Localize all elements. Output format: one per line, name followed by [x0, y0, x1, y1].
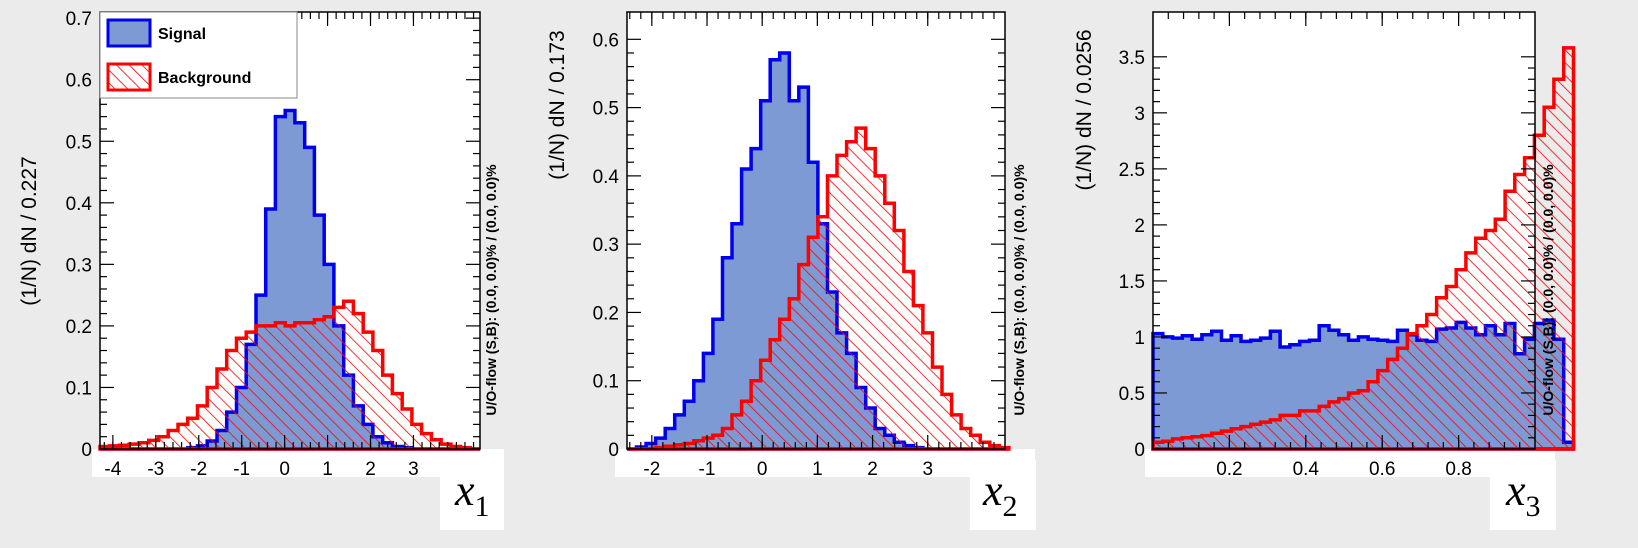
- y-tick-label: 0.2: [66, 317, 92, 338]
- x-axis-label-subscript: 3: [1526, 490, 1541, 523]
- y-tick-label: 0: [81, 440, 92, 461]
- y-tick-label: 0.6: [593, 30, 619, 51]
- x-axis-label-subscript: 2: [1003, 490, 1018, 523]
- x-axis-label-main: x: [982, 466, 1003, 515]
- y-tick-label: 3.5: [1119, 48, 1145, 69]
- y-tick-label: 0.5: [1119, 384, 1145, 405]
- x-label-box: [1490, 460, 1556, 530]
- series-layer: [627, 51, 1011, 451]
- x-axis-label: x1: [454, 466, 490, 523]
- x-label-box: [970, 460, 1036, 530]
- x-axis-label-main: x: [454, 466, 475, 515]
- x-tick-label: 0.2: [1216, 459, 1242, 480]
- x-tick-label: 0.4: [1293, 459, 1320, 480]
- x-tick-label: 1: [812, 459, 823, 480]
- x-tick-label: -2: [190, 459, 207, 480]
- x-tick-label: 0: [279, 459, 290, 480]
- overflow-label: U/O-flow (S,B): (0.0, 0.0)% / (0.0, 0.0)…: [483, 164, 499, 416]
- overflow-label: U/O-flow (S,B): (0.0, 0.0)% / (0.0, 0.0)…: [1011, 164, 1027, 416]
- x-tick-label: 3: [922, 459, 933, 480]
- series-layer: [1151, 46, 1576, 451]
- series-background: [627, 126, 1011, 451]
- y-tick-label: 0.3: [593, 235, 619, 256]
- y-tick-label: 0.1: [66, 378, 92, 399]
- y-tick-label: 0: [1134, 440, 1145, 461]
- y-tick-label: 0.5: [593, 99, 619, 120]
- y-tick-label: 1: [1134, 328, 1145, 349]
- y-axis-label: (1/N) dN / 0.227: [18, 156, 41, 305]
- x-tick-label: -3: [147, 459, 164, 480]
- y-tick-label: 0.3: [66, 255, 92, 276]
- y-tick-label: 0.1: [593, 372, 619, 393]
- legend-label-background: Background: [158, 70, 251, 87]
- x-axis-label-subscript: 1: [475, 490, 490, 523]
- y-axis-label: (1/N) dN / 0.0256: [1073, 29, 1096, 190]
- overflow-label: U/O-flow (S,B): (0.0, 0.0)% / (0.0, 0.0)…: [1540, 164, 1556, 416]
- x-label-box: [440, 460, 504, 530]
- plot-frame: [1152, 11, 1536, 450]
- x-tick-label: -2: [643, 459, 660, 480]
- x-tick-label: -1: [699, 459, 716, 480]
- panel-x1: 0 0.1 0.2 0.3 0.4 0.5 0.6 0.7 -4 -3 -2 -1 0 1 2 3 (1/N)…: [18, 9, 504, 530]
- y-tick-label: 0.4: [593, 167, 620, 188]
- y-tick-label: 2.5: [1119, 160, 1145, 181]
- series-layer: [98, 108, 481, 451]
- x-tick-label: 0.6: [1369, 459, 1395, 480]
- plot-frame: [626, 11, 1006, 450]
- axis-layer: 0 0.1 0.2 0.3 0.4 0.5 0.6 -2 -1 0 1 2 3: [593, 12, 1005, 480]
- tick-label-area: [1145, 449, 1555, 477]
- x-tick-label: 2: [867, 459, 878, 480]
- series-background: [98, 299, 481, 451]
- y-tick-label: 3: [1134, 104, 1145, 125]
- y-tick-label: 0.7: [66, 9, 92, 30]
- axis-layer: 0 0.5 1 1.5 2 2.5 3 3.5 0.2 0.4 0.6 0.8: [1119, 12, 1535, 480]
- x-tick-label: 0.8: [1445, 459, 1471, 480]
- y-tick-label: 1.5: [1119, 272, 1145, 293]
- x-tick-label: 2: [365, 459, 376, 480]
- legend-swatch-signal: [106, 18, 152, 48]
- x-tick-label: -1: [233, 459, 250, 480]
- x-tick-label: 3: [408, 459, 419, 480]
- y-axis-label: (1/N) dN / 0.173: [546, 30, 569, 179]
- x-tick-label: 1: [322, 459, 333, 480]
- y-tick-label: 0.2: [593, 303, 619, 324]
- legend-swatch-background: [106, 62, 152, 92]
- y-tick-label: 2: [1134, 216, 1145, 237]
- tick-label-area: [92, 449, 504, 477]
- x-axis-label: x3: [1505, 466, 1541, 523]
- panel-x2: 0 0.1 0.2 0.3 0.4 0.5 0.6 -2 -1 0 1 2 3 (1/N) dN / 0…: [546, 11, 1036, 530]
- legend: Signal Background: [99, 11, 298, 99]
- legend-label-signal: Signal: [158, 26, 206, 43]
- x-axis-label-main: x: [1505, 466, 1526, 515]
- tick-label-area: [615, 449, 1035, 477]
- x-axis-label: x2: [982, 466, 1018, 523]
- x-tick-label: -4: [104, 459, 121, 480]
- panel-x3: 0 0.5 1 1.5 2 2.5 3 3.5 0.2 0.4 0.6 0.8 (1/N) dN / …: [1073, 11, 1576, 530]
- series-background: [1151, 46, 1576, 451]
- y-tick-label: 0: [608, 440, 619, 461]
- y-tick-label: 0.4: [66, 194, 93, 215]
- y-tick-label: 0.5: [66, 132, 92, 153]
- x-tick-label: 0: [757, 459, 768, 480]
- y-tick-label: 0.6: [66, 71, 92, 92]
